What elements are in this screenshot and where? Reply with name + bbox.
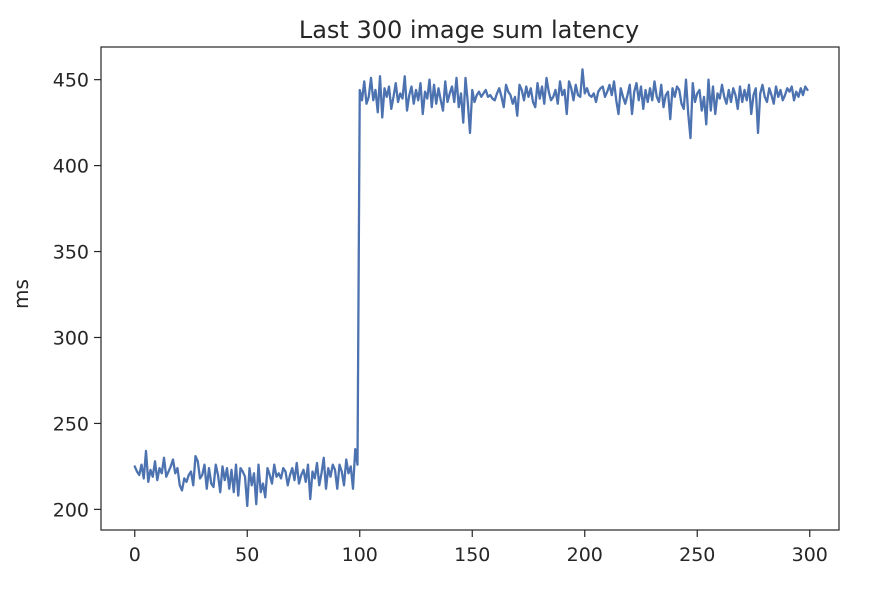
y-axis-label: ms [9,279,33,309]
y-tick-label-1: 250 [53,413,89,435]
y-axis-ticks: 200 250 300 350 400 450 [53,70,101,521]
y-tick-label-5: 450 [53,70,89,92]
x-tick-label-6: 300 [792,544,828,566]
y-tick-label-4: 400 [53,156,89,178]
x-tick-label-3: 150 [454,544,490,566]
y-tick-label-0: 200 [53,499,89,521]
plot-frame [100,46,840,531]
x-tick-label-2: 100 [342,544,378,566]
x-tick-label-0: 0 [129,544,141,566]
series-layer [133,68,809,508]
y-tick-label-3: 350 [53,242,89,264]
x-tick-label-1: 50 [235,544,259,566]
x-tick-label-5: 250 [679,544,715,566]
x-axis-ticks: 0 50 100 150 200 250 300 [129,530,828,566]
y-tick-label-2: 300 [53,327,89,349]
chart-title: Last 300 image sum latency [299,16,639,44]
series-line-latency [133,68,809,508]
x-tick-label-4: 200 [567,544,603,566]
